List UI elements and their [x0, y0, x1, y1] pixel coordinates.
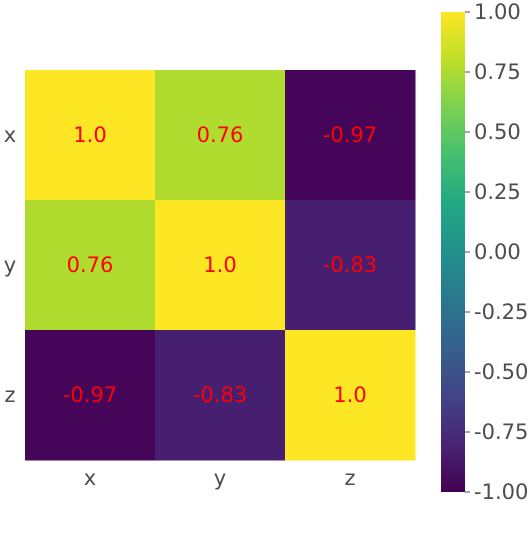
y-axis-ticks: x y z: [4, 123, 16, 407]
colorbar-tick-label: 0.00: [474, 240, 521, 264]
cell-label-z-x: -0.97: [63, 383, 117, 407]
colorbar-gradient: [441, 12, 465, 492]
y-tick-label: z: [4, 383, 15, 407]
colorbar-tick-label: 0.25: [474, 180, 521, 204]
y-tick-label: y: [4, 253, 16, 277]
cell-label-y-y: 1.0: [203, 253, 236, 277]
colorbar: [441, 12, 465, 492]
colorbar-tick-label: -0.25: [474, 300, 528, 324]
x-tick-label: x: [84, 466, 96, 490]
x-axis-ticks: x y z: [84, 466, 356, 490]
colorbar-tick-label: 1.00: [474, 0, 521, 24]
heatmap-cell-z-z: [285, 330, 416, 461]
colorbar-tick-label: 0.75: [474, 60, 521, 84]
colorbar-ticks: 1.00 0.75 0.50 0.25 0.00 -0.25 -0.50 -0.75 -1.00: [465, 0, 528, 504]
x-tick-label: z: [344, 466, 355, 490]
cell-label-x-y: 0.76: [197, 123, 244, 147]
heatmap-cell-y-y: [155, 200, 286, 331]
x-tick-label: y: [214, 466, 226, 490]
colorbar-tick-label: -0.75: [474, 420, 528, 444]
heatmap-cell-y-z: [285, 200, 416, 331]
colorbar-tick-label: -0.50: [474, 360, 528, 384]
heatmap-cell-y-x: [25, 200, 156, 331]
heatmap-cells: [25, 70, 416, 461]
y-tick-label: x: [4, 123, 16, 147]
cell-label-y-x: 0.76: [67, 253, 114, 277]
heatmap-cell-labels: 1.0 0.76 -0.97 0.76 1.0 -0.83 -0.97 -0.83 1.0: [63, 123, 377, 407]
heatmap-cell-z-y: [155, 330, 286, 461]
colorbar-tick-label: -1.00: [474, 480, 528, 504]
heatmap-cell-z-x: [25, 330, 156, 461]
cell-label-x-x: 1.0: [73, 123, 106, 147]
heatmap-cell-x-x: [25, 70, 156, 201]
colorbar-tick-label: 0.50: [474, 120, 521, 144]
cell-label-z-y: -0.83: [193, 383, 247, 407]
cell-label-z-z: 1.0: [333, 383, 366, 407]
heatmap-cell-x-z: [285, 70, 416, 201]
heatmap-cell-x-y: [155, 70, 286, 201]
cell-label-y-z: -0.83: [323, 253, 377, 277]
cell-label-x-z: -0.97: [323, 123, 377, 147]
